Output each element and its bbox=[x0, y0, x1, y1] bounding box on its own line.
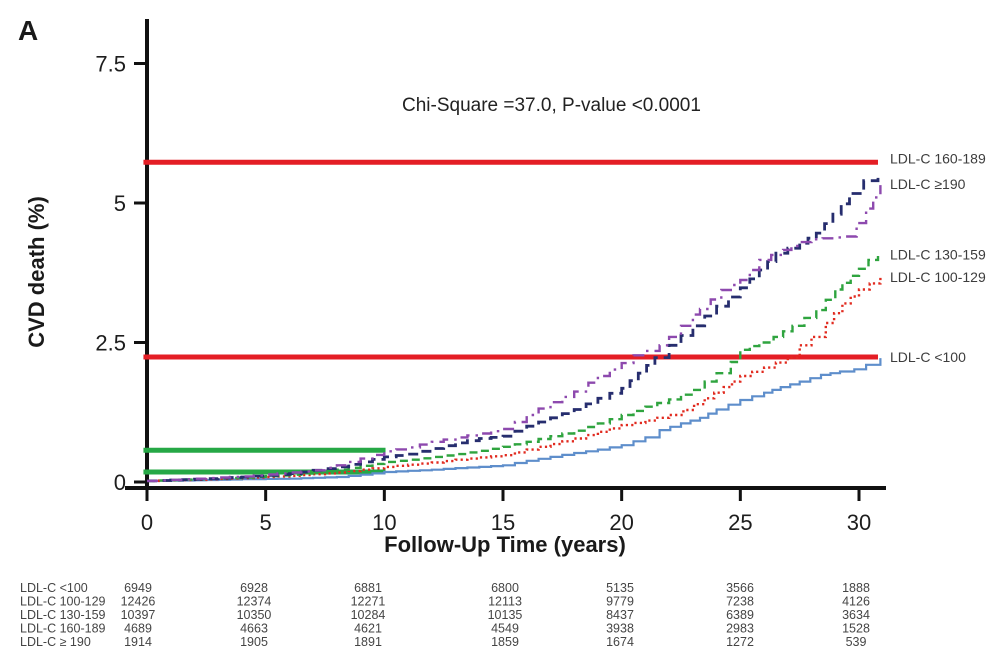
risk-count: 1888 bbox=[842, 581, 870, 595]
risk-count: 6949 bbox=[124, 581, 152, 595]
risk-count: 1914 bbox=[124, 635, 152, 649]
risk-count: 12271 bbox=[351, 595, 386, 609]
risk-row-label: LDL-C 160-189 bbox=[20, 622, 106, 636]
risk-count: 12113 bbox=[488, 595, 522, 609]
risk-count: 6389 bbox=[726, 608, 754, 622]
risk-count: 2983 bbox=[726, 622, 754, 636]
risk-count: 5135 bbox=[606, 581, 634, 595]
panel-label: A bbox=[18, 15, 38, 46]
x-tick-label: 0 bbox=[141, 510, 153, 535]
curve-end-label: LDL-C 100-129 bbox=[890, 269, 986, 285]
y-tick-label: 2.5 bbox=[95, 331, 126, 356]
curve-end-label: LDL-C 130-159 bbox=[890, 246, 986, 262]
risk-count: 4621 bbox=[354, 622, 382, 636]
y-tick-label: 0 bbox=[114, 470, 126, 495]
risk-count: 1528 bbox=[842, 622, 870, 636]
x-tick-label: 30 bbox=[847, 510, 871, 535]
risk-count: 10284 bbox=[351, 608, 386, 622]
reference-lines bbox=[143, 159, 878, 475]
curve-end-labels: LDL-C 160-189 LDL-C ≥190 LDL-C 130-159 LDL-… bbox=[890, 150, 986, 365]
risk-count: 4663 bbox=[240, 622, 268, 636]
risk-count: 3566 bbox=[726, 581, 754, 595]
curve-ldlc-lt100 bbox=[147, 358, 882, 482]
x-tick-label: 20 bbox=[609, 510, 633, 535]
risk-count: 6800 bbox=[491, 581, 519, 595]
risk-count: 6881 bbox=[354, 581, 382, 595]
risk-count: 1674 bbox=[606, 635, 634, 649]
risk-row-label: LDL-C ≥ 190 bbox=[20, 635, 91, 649]
chi-square-annotation: Chi-Square =37.0, P-value <0.0001 bbox=[402, 95, 701, 116]
curve-ldlc-160-189 bbox=[147, 172, 880, 483]
risk-count: 1905 bbox=[240, 635, 268, 649]
risk-count: 7238 bbox=[726, 595, 754, 609]
risk-count: 12374 bbox=[237, 595, 272, 609]
x-axis-title: Follow-Up Time (years) bbox=[384, 532, 626, 557]
curve-end-label: LDL-C 160-189 bbox=[890, 150, 986, 166]
risk-row-label: LDL-C <100 bbox=[20, 581, 88, 595]
risk-count: 12426 bbox=[121, 595, 156, 609]
risk-count: 539 bbox=[846, 635, 867, 649]
risk-row-label: LDL-C 130-159 bbox=[20, 608, 106, 622]
survival-curves bbox=[147, 172, 882, 483]
y-axis-title: CVD death (%) bbox=[24, 196, 49, 348]
risk-count: 6928 bbox=[240, 581, 268, 595]
risk-count: 10397 bbox=[121, 608, 156, 622]
risk-count: 1272 bbox=[726, 635, 754, 649]
risk-row-label: LDL-C 100-129 bbox=[20, 595, 106, 609]
curve-ldlc-ge190 bbox=[147, 185, 882, 483]
risk-count: 1859 bbox=[491, 635, 519, 649]
risk-count: 4689 bbox=[124, 622, 152, 636]
curve-end-label: LDL-C <100 bbox=[890, 349, 966, 365]
number-at-risk-table: LDL-C <100 6949 6928 6881 6800 5135 3566 1888 LD… bbox=[20, 581, 870, 649]
risk-count: 10135 bbox=[488, 608, 523, 622]
risk-count: 10350 bbox=[237, 608, 272, 622]
x-tick-label: 10 bbox=[372, 510, 396, 535]
curve-end-label: LDL-C ≥190 bbox=[890, 176, 966, 192]
risk-count: 9779 bbox=[606, 595, 634, 609]
x-tick-label: 5 bbox=[260, 510, 272, 535]
risk-count: 3634 bbox=[842, 608, 870, 622]
risk-count: 1891 bbox=[354, 635, 382, 649]
x-tick-label: 25 bbox=[728, 510, 752, 535]
risk-count: 8437 bbox=[606, 608, 634, 622]
risk-count: 3938 bbox=[606, 622, 634, 636]
y-axis-ticks: 0 2.5 5 7.5 bbox=[95, 52, 147, 495]
x-tick-label: 15 bbox=[491, 510, 515, 535]
x-axis-ticks: 0 5 10 15 20 25 30 bbox=[141, 488, 871, 535]
risk-count: 4549 bbox=[491, 622, 519, 636]
y-tick-label: 5 bbox=[114, 191, 126, 216]
risk-count: 4126 bbox=[842, 595, 870, 609]
y-tick-label: 7.5 bbox=[95, 52, 126, 77]
